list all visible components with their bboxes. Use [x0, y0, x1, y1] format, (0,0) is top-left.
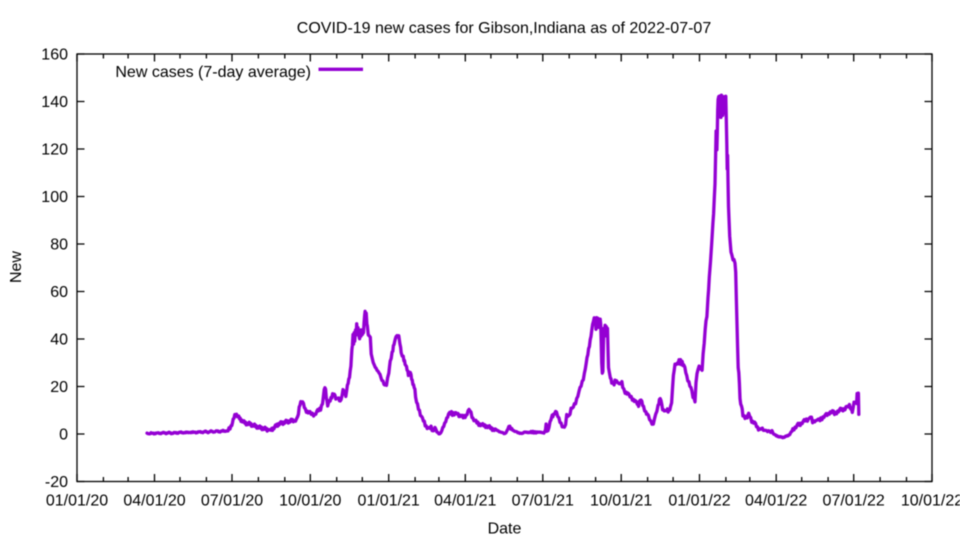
svg-text:10/01/20: 10/01/20	[279, 493, 341, 510]
svg-text:140: 140	[41, 94, 68, 111]
svg-text:07/01/21: 07/01/21	[512, 493, 574, 510]
svg-text:New cases (7-day average): New cases (7-day average)	[115, 64, 311, 81]
svg-text:04/01/21: 04/01/21	[434, 493, 496, 510]
svg-text:10/01/22: 10/01/22	[901, 493, 960, 510]
svg-text:01/01/20: 01/01/20	[46, 493, 108, 510]
svg-text:04/01/22: 04/01/22	[745, 493, 807, 510]
svg-text:160: 160	[41, 47, 68, 64]
svg-text:120: 120	[41, 142, 68, 159]
svg-text:0: 0	[59, 427, 68, 444]
svg-text:07/01/22: 07/01/22	[823, 493, 885, 510]
svg-text:COVID-19 new cases for Gibson,: COVID-19 new cases for Gibson,Indiana as…	[297, 20, 712, 37]
svg-text:07/01/20: 07/01/20	[201, 493, 263, 510]
svg-text:60: 60	[50, 284, 68, 301]
svg-text:10/01/21: 10/01/21	[590, 493, 652, 510]
svg-text:01/01/22: 01/01/22	[668, 493, 730, 510]
svg-text:New: New	[8, 251, 25, 283]
svg-text:20: 20	[50, 379, 68, 396]
svg-text:80: 80	[50, 237, 68, 254]
svg-text:100: 100	[41, 189, 68, 206]
svg-text:04/01/20: 04/01/20	[123, 493, 185, 510]
svg-text:-20: -20	[45, 474, 68, 491]
svg-text:40: 40	[50, 332, 68, 349]
svg-text:01/01/21: 01/01/21	[358, 493, 420, 510]
svg-text:Date: Date	[488, 521, 522, 538]
